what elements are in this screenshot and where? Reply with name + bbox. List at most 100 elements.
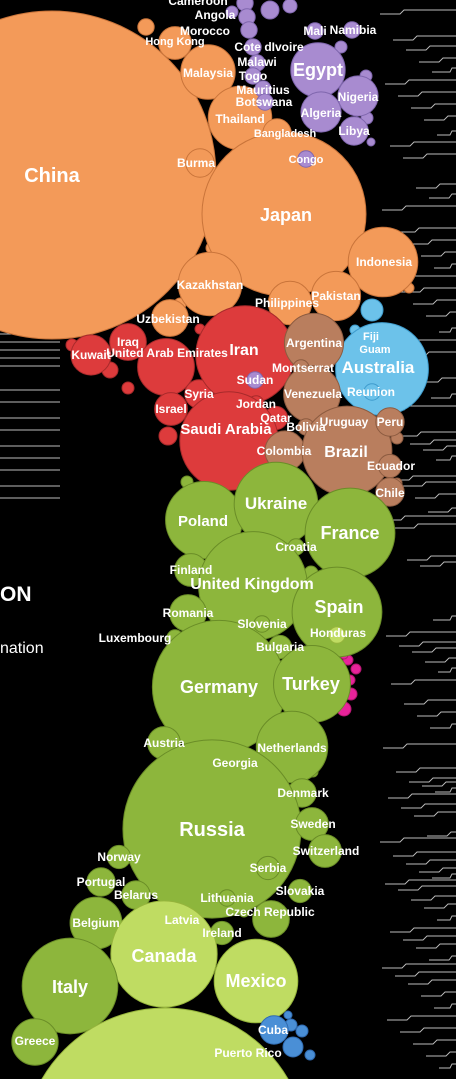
bubble-lithuania (218, 889, 236, 907)
bubble-label-chile: Chile (375, 486, 405, 500)
bubble-cote-divoire (244, 38, 262, 56)
bubble-label-united-kingdom: United Kingdom (190, 576, 314, 593)
bubble-label-slovakia: Slovakia (276, 884, 325, 898)
bubble-congo (297, 150, 315, 168)
leader-line (426, 311, 456, 317)
bubble-label-qatar: Qatar (260, 411, 292, 425)
bubble-label-togo: Togo (239, 69, 267, 83)
leader-line (402, 481, 456, 487)
leader-line (434, 263, 456, 269)
bubble-label-italy: Italy (52, 977, 88, 997)
bubble-burma (185, 148, 215, 178)
bubble-label-ukraine: Ukraine (245, 494, 307, 513)
bubble-label-switzerland: Switzerland (293, 844, 360, 858)
bubble-botswana (256, 93, 274, 111)
bubble-label-australia: Australia (342, 358, 415, 377)
bubble-label-venezuela: Venezuela (284, 387, 342, 401)
bubble-label-uzbekistan: Uzbekistan (136, 312, 199, 326)
leader-line (421, 991, 456, 997)
bubble-label-croatia: Croatia (275, 540, 317, 554)
bubble-cuba (259, 1015, 289, 1045)
leader-line (380, 837, 456, 843)
bubble-label-fiji: Fiji (363, 331, 379, 343)
bubble-mali (306, 22, 324, 40)
leader-line (406, 859, 456, 865)
bubble-label-spain: Spain (314, 597, 363, 617)
leader-line (417, 711, 456, 717)
bubble-label-sudan: Sudan (237, 373, 274, 387)
leader-line (413, 299, 456, 305)
leader-line (428, 507, 456, 513)
leader-line (438, 667, 456, 673)
bubble-label-poland: Poland (178, 513, 228, 530)
leader-line (385, 879, 456, 885)
bubble-label-ireland: Ireland (202, 926, 241, 940)
leader-line (385, 79, 456, 85)
leader-line (411, 895, 456, 901)
leader-line (414, 811, 456, 817)
leader-line (424, 115, 456, 121)
bubble-minor (366, 137, 376, 147)
leader-line (421, 251, 456, 257)
bubble-label-philippines: Philippines (255, 296, 319, 310)
leader-line (439, 327, 456, 333)
leader-line (437, 915, 456, 921)
bubble-minor (121, 381, 135, 395)
leader-line (382, 963, 456, 969)
bubble-reunion (363, 383, 381, 401)
leader-line (398, 885, 456, 891)
leader-line (429, 193, 456, 199)
leader-line (390, 141, 456, 147)
bubble-label-greece: Greece (15, 1034, 56, 1048)
bubble-morocco (240, 21, 258, 39)
leader-line (424, 903, 456, 909)
leader-line (396, 767, 456, 773)
bubble-label-saudi-arabia: Saudi Arabia (180, 421, 272, 438)
bubble-label-israel: Israel (155, 402, 186, 416)
bubble-label-angola: Angola (195, 8, 236, 22)
bubble-label-portugal: Portugal (77, 875, 126, 889)
bubble-label-congo: Congo (289, 154, 324, 166)
bubble-minor (282, 0, 298, 14)
bubble-greece (11, 1018, 59, 1066)
subheading-fragment: nation (0, 640, 44, 657)
leader-line (432, 67, 456, 73)
leader-line (403, 935, 456, 941)
leader-line (411, 103, 456, 109)
bubble-chile (375, 477, 405, 507)
bubble-nigeria (337, 75, 379, 117)
bubble-label-hong-kong: Hong Kong (145, 36, 204, 48)
leader-line (419, 57, 456, 63)
bubble-label-sweden: Sweden (290, 817, 335, 831)
bubble-label-canada: Canada (131, 946, 197, 966)
bubble-slovakia (287, 878, 313, 904)
bubble-libya (339, 116, 369, 146)
bubble-label-czech-republic: Czech Republic (225, 905, 315, 919)
bubble-portugal (86, 867, 116, 897)
bubble-kuwait (70, 334, 112, 376)
bubble-canada (110, 900, 218, 1008)
leader-line (406, 45, 456, 51)
bubble-label-austria: Austria (143, 736, 185, 750)
leader-line (380, 9, 456, 15)
leader-line (400, 1027, 456, 1033)
bubble-label-colombia: Colombia (257, 444, 312, 458)
bubble-minor (334, 40, 348, 54)
bubble-minor (350, 663, 362, 675)
bubble-label-belgium: Belgium (72, 916, 119, 930)
leader-line (415, 493, 456, 499)
bubble-label-egypt: Egypt (293, 60, 343, 80)
bubble-switzerland (308, 834, 342, 868)
bubble-label-indonesia: Indonesia (356, 255, 412, 269)
bubble-label-nigeria: Nigeria (338, 90, 379, 104)
bubble-label-turkey: Turkey (282, 674, 340, 694)
bubble-label-libya: Libya (338, 124, 370, 138)
leader-line (430, 723, 456, 729)
bubble-label-germany: Germany (180, 677, 258, 697)
leader-line (431, 393, 456, 399)
bubble-togo (244, 67, 262, 85)
leader-line (427, 831, 456, 837)
bubble-label-peru: Peru (377, 415, 404, 429)
leader-line (436, 455, 456, 461)
